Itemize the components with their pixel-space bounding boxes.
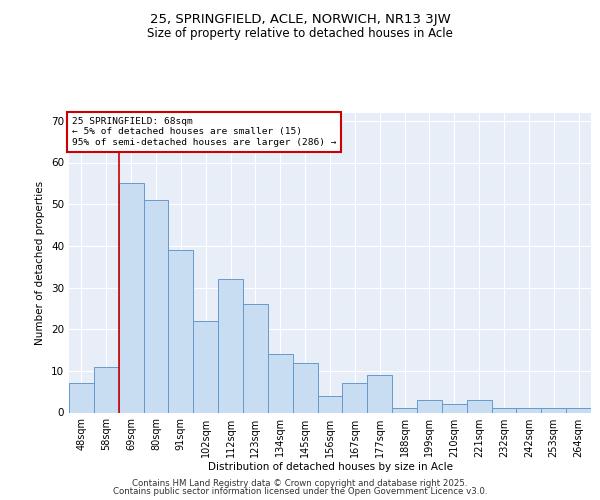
Bar [491,408,517,412]
Bar [69,384,94,412]
Bar [442,404,467,412]
Bar [169,250,193,412]
Bar [392,408,417,412]
Bar [94,366,119,412]
X-axis label: Distribution of detached houses by size in Acle: Distribution of detached houses by size … [208,462,452,472]
Text: Size of property relative to detached houses in Acle: Size of property relative to detached ho… [147,28,453,40]
Bar [566,408,591,412]
Bar [467,400,491,412]
Bar [517,408,541,412]
Text: Contains HM Land Registry data © Crown copyright and database right 2025.: Contains HM Land Registry data © Crown c… [132,478,468,488]
Bar [317,396,343,412]
Bar [343,384,367,412]
Text: Contains public sector information licensed under the Open Government Licence v3: Contains public sector information licen… [113,487,487,496]
Y-axis label: Number of detached properties: Number of detached properties [35,180,46,344]
Text: 25 SPRINGFIELD: 68sqm
← 5% of detached houses are smaller (15)
95% of semi-detac: 25 SPRINGFIELD: 68sqm ← 5% of detached h… [71,117,336,147]
Bar [119,184,143,412]
Bar [293,362,317,412]
Bar [143,200,169,412]
Bar [417,400,442,412]
Bar [218,279,243,412]
Bar [193,321,218,412]
Bar [541,408,566,412]
Bar [268,354,293,412]
Bar [243,304,268,412]
Bar [367,375,392,412]
Text: 25, SPRINGFIELD, ACLE, NORWICH, NR13 3JW: 25, SPRINGFIELD, ACLE, NORWICH, NR13 3JW [149,12,451,26]
